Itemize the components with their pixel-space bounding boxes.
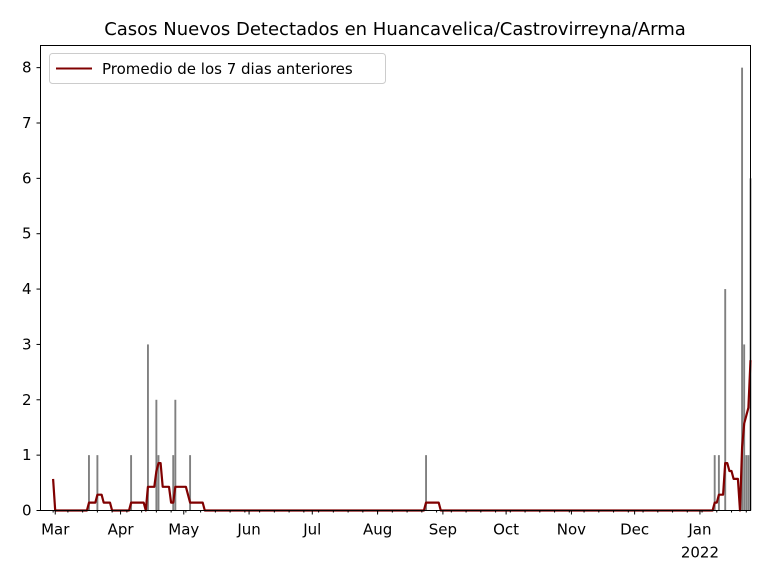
- x-tick-label: Apr: [108, 521, 135, 539]
- y-tick-label: 0: [22, 502, 32, 520]
- bar: [157, 455, 160, 511]
- bar: [88, 455, 90, 511]
- y-tick-label: 7: [22, 114, 32, 132]
- y-axis: 0 1 2 3 4 5 6 7 8: [22, 59, 41, 520]
- x-tick-label: Nov: [557, 521, 586, 539]
- bars-group: [88, 67, 752, 511]
- plot-frame: [40, 45, 751, 511]
- x-tick-label: Jan: [687, 521, 711, 539]
- x-tick-label: Dec: [620, 521, 649, 539]
- bar: [130, 455, 133, 511]
- x-tick-sublabel: 2022: [681, 544, 719, 562]
- x-tick-label: Sep: [429, 521, 457, 539]
- bar: [747, 455, 750, 511]
- y-tick-label: 6: [22, 169, 32, 187]
- bar: [741, 67, 744, 511]
- y-tick-label: 5: [22, 225, 32, 243]
- legend-label: Promedio de los 7 dias anteriores: [102, 60, 353, 78]
- bar: [155, 399, 158, 511]
- x-tick-label: Jul: [302, 521, 321, 539]
- x-tick-label: Mar: [41, 521, 70, 539]
- y-tick-label: 1: [22, 446, 32, 464]
- y-tick-label: 2: [22, 391, 32, 409]
- bar: [189, 455, 192, 511]
- bar: [172, 455, 175, 511]
- x-tick-label: Oct: [493, 521, 519, 539]
- y-tick-label: 3: [22, 335, 32, 353]
- bar: [147, 344, 149, 511]
- bar: [96, 455, 99, 511]
- y-tick-label: 4: [22, 280, 32, 298]
- bar: [745, 455, 748, 511]
- bar: [174, 399, 177, 511]
- x-axis: Mar Apr May Jun Jul Aug Sep Oct Nov Dec Jan 2022: [41, 510, 747, 562]
- legend: Promedio de los 7 dias anteriores: [49, 53, 386, 84]
- y-tick-label: 8: [22, 59, 32, 77]
- legend-box: [49, 53, 386, 84]
- x-tick-label: Jun: [236, 521, 260, 539]
- bar: [717, 455, 720, 511]
- x-tick-label: Aug: [363, 521, 392, 539]
- chart-title: Casos Nuevos Detectados en Huancavelica/…: [104, 19, 686, 40]
- bar: [724, 289, 727, 511]
- x-tick-label: May: [168, 521, 199, 539]
- bar: [425, 455, 427, 511]
- bar: [713, 455, 716, 511]
